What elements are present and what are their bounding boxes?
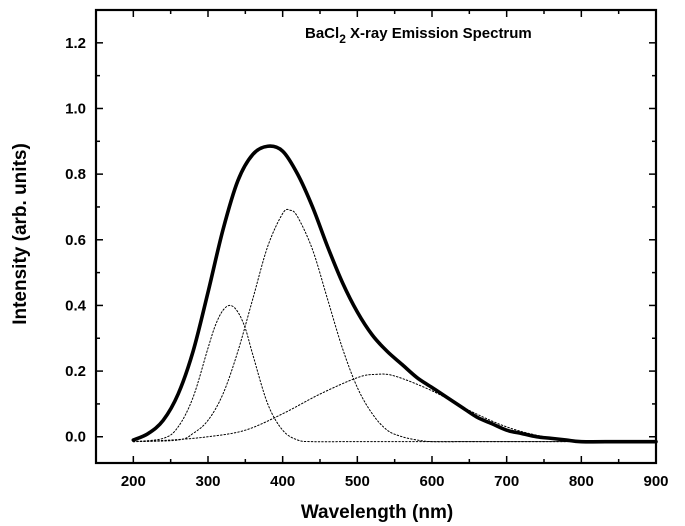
x-tick-label: 300 [195, 473, 220, 490]
x-tick-label: 600 [419, 473, 444, 490]
component-curve-2 [132, 208, 582, 443]
y-tick-label: 0.0 [65, 429, 86, 446]
y-tick-label: 0.8 [65, 166, 86, 183]
chart-title: BaCl2 X-ray Emission Spectrum [305, 25, 532, 46]
x-tick-label: 700 [494, 473, 519, 490]
y-tick-label: 1.2 [65, 35, 86, 52]
x-tick-label: 200 [121, 473, 146, 490]
chart-title-main: BaCl [305, 25, 339, 42]
y-tick-label: 1.0 [65, 100, 86, 117]
chart-title-subscript: 2 [339, 32, 346, 46]
x-tick-label: 900 [643, 473, 668, 490]
total-spectrum-curve [131, 144, 658, 444]
x-tick-label: 800 [569, 473, 594, 490]
y-tick-label: 0.4 [65, 297, 87, 314]
plot-frame [94, 8, 658, 465]
x-tick-label: 400 [270, 473, 295, 490]
component-curve-3 [132, 373, 582, 443]
chart-title-rest: X-ray Emission Spectrum [346, 25, 532, 42]
y-tick-label: 0.6 [65, 232, 86, 249]
x-tick-label: 500 [345, 473, 370, 490]
x-axis-title: Wavelength (nm) [301, 502, 453, 523]
y-tick-label: 0.2 [65, 363, 86, 380]
component-curve-1 [132, 304, 582, 443]
y-axis-title: Intensity (arb. units) [10, 143, 31, 325]
